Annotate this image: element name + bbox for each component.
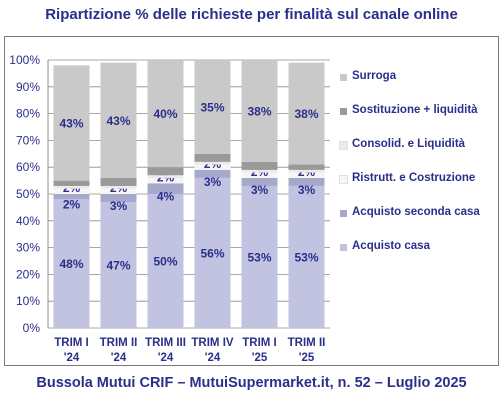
bar-segment bbox=[100, 194, 137, 203]
x-tick-label: TRIM IV bbox=[191, 337, 233, 349]
y-tick-label: 40% bbox=[16, 214, 40, 228]
bar-segment bbox=[288, 185, 325, 328]
bar-segment bbox=[147, 177, 184, 184]
data-label: 3% bbox=[204, 175, 222, 189]
data-label: 53% bbox=[294, 250, 318, 264]
x-tick-label: TRIM I bbox=[242, 337, 277, 349]
bar-segment bbox=[241, 60, 278, 162]
bar-segment bbox=[241, 161, 278, 170]
y-tick-label: 90% bbox=[16, 80, 40, 94]
bar-segment bbox=[241, 177, 278, 186]
data-label: 53% bbox=[247, 250, 271, 264]
bar-segment bbox=[100, 177, 137, 186]
legend-swatch bbox=[340, 108, 347, 115]
y-tick-label: 0% bbox=[23, 321, 41, 335]
legend-label: Surroga bbox=[352, 70, 397, 82]
x-tick-label: '25 bbox=[252, 352, 268, 364]
bar-segment bbox=[288, 177, 325, 186]
chart-title: Ripartizione % delle richieste per final… bbox=[45, 6, 458, 23]
bar-segment bbox=[53, 180, 90, 186]
bar-segment bbox=[288, 172, 325, 178]
bar-segment bbox=[194, 164, 231, 170]
bar-segment bbox=[241, 172, 278, 178]
data-label: 43% bbox=[106, 114, 130, 128]
data-label: 56% bbox=[200, 246, 224, 260]
legend-label: Acquisto seconda casa bbox=[352, 206, 480, 218]
bar-segment bbox=[194, 169, 231, 178]
bar-segment bbox=[100, 185, 137, 189]
bar-segment bbox=[147, 194, 184, 328]
bar-segment bbox=[53, 188, 90, 194]
x-tick-label: TRIM I bbox=[54, 337, 89, 349]
data-label: 3% bbox=[251, 183, 269, 197]
bar-segment bbox=[194, 161, 231, 165]
data-label: 40% bbox=[153, 107, 177, 121]
bar-segment bbox=[147, 183, 184, 194]
y-tick-label: 100% bbox=[9, 53, 40, 67]
data-label: 47% bbox=[106, 259, 130, 273]
x-tick-label: TRIM II bbox=[100, 337, 138, 349]
legend-swatch bbox=[340, 244, 347, 251]
bar-segment bbox=[241, 185, 278, 328]
bar-segment bbox=[288, 164, 325, 170]
data-label: 38% bbox=[294, 107, 318, 121]
bar-segment bbox=[288, 169, 325, 173]
footer-source: Bussola Mutui CRIF – MutuiSupermarket.it… bbox=[36, 375, 467, 391]
bar-segment bbox=[100, 188, 137, 194]
bar-segment bbox=[194, 177, 231, 328]
legend-label: Sostituzione + liquidità bbox=[352, 104, 478, 116]
data-label: 4% bbox=[157, 190, 175, 204]
y-tick-label: 50% bbox=[16, 187, 40, 201]
x-tick-label: '24 bbox=[64, 352, 80, 364]
data-label: 43% bbox=[59, 116, 83, 130]
y-tick-label: 80% bbox=[16, 107, 40, 121]
legend-label: Acquisto casa bbox=[352, 240, 430, 252]
bar-segment bbox=[53, 65, 90, 181]
y-tick-label: 20% bbox=[16, 267, 40, 281]
x-tick-label: TRIM II bbox=[288, 337, 326, 349]
bar-segment bbox=[194, 60, 231, 154]
bar-segment bbox=[194, 153, 231, 162]
x-tick-label: '24 bbox=[111, 352, 127, 364]
bar-segment bbox=[241, 169, 278, 173]
bar-segment bbox=[147, 167, 184, 176]
y-tick-label: 10% bbox=[16, 294, 40, 308]
x-tick-label: '25 bbox=[299, 352, 315, 364]
legend-swatch bbox=[339, 141, 348, 150]
legend-label: Ristrutt. e Costruzione bbox=[352, 172, 476, 184]
y-tick-label: 70% bbox=[16, 133, 40, 147]
x-tick-label: '24 bbox=[205, 352, 221, 364]
data-label: 50% bbox=[153, 255, 177, 269]
bar-segment bbox=[53, 185, 90, 189]
data-label: 2% bbox=[63, 198, 81, 212]
x-tick-label: TRIM III bbox=[145, 337, 186, 349]
y-tick-label: 30% bbox=[16, 241, 40, 255]
bar-segment bbox=[53, 199, 90, 328]
bar-segment bbox=[147, 60, 184, 168]
legend-swatch bbox=[340, 210, 347, 217]
y-tick-label: 60% bbox=[16, 160, 40, 174]
legend-swatch bbox=[339, 175, 348, 184]
data-label: 3% bbox=[110, 199, 128, 213]
legend-swatch bbox=[340, 74, 347, 81]
bar-segment bbox=[53, 194, 90, 200]
bar-segment bbox=[147, 175, 184, 178]
legend-label: Consolid. e Liquidità bbox=[352, 138, 466, 150]
x-tick-label: '24 bbox=[158, 352, 174, 364]
data-label: 38% bbox=[247, 104, 271, 118]
bar-segment bbox=[100, 62, 137, 178]
data-label: 3% bbox=[298, 183, 316, 197]
bar-segment bbox=[288, 62, 325, 165]
data-label: 48% bbox=[59, 257, 83, 271]
data-label: 35% bbox=[200, 100, 224, 114]
bar-segment bbox=[100, 202, 137, 328]
